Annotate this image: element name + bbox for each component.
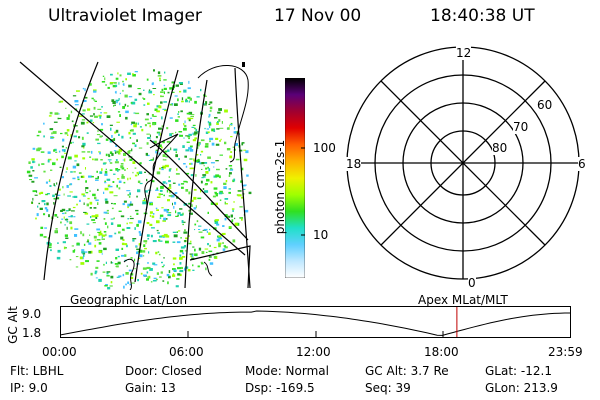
mlt-label-18: 18 bbox=[346, 157, 362, 171]
orbit-x-tick-2359: 23:59 bbox=[548, 345, 583, 359]
apex-coord-label: Apex MLat/MLT bbox=[418, 293, 508, 307]
orbit-x-tick-0600: 06:00 bbox=[169, 345, 204, 359]
info-door: Door: Closed bbox=[125, 364, 202, 378]
mlt-label-12: 12 bbox=[456, 46, 472, 60]
colorbar-tick-100: 100 bbox=[313, 141, 336, 155]
coast-mark bbox=[242, 62, 245, 67]
info-dsp: Dsp: -169.5 bbox=[245, 381, 315, 395]
mlt-label-0: 0 bbox=[468, 276, 476, 290]
info-filter: Flt: LBHL bbox=[10, 364, 64, 378]
info-ip: IP: 9.0 bbox=[10, 381, 48, 395]
orbit-x-tick-1200: 12:00 bbox=[296, 345, 331, 359]
geographic-grid-lines bbox=[19, 61, 251, 289]
mlt-label-6: 6 bbox=[578, 157, 586, 171]
orbit-y-tick-9: 9.0 bbox=[22, 307, 42, 321]
coastline-outline bbox=[123, 65, 249, 290]
info-seq: Seq: 39 bbox=[365, 381, 411, 395]
orbit-y-title: GC Alt bbox=[5, 306, 20, 344]
lat-label-80: 80 bbox=[492, 141, 508, 155]
noise-speckles bbox=[26, 69, 252, 290]
info-gc-alt: GC Alt: 3.7 Re bbox=[365, 364, 449, 378]
info-mode: Mode: Normal bbox=[245, 364, 329, 378]
colorbar-unit-label: photon cm-2s-1 bbox=[273, 139, 287, 235]
orbit-y-tick-1: 1.8 bbox=[22, 326, 42, 340]
lat-label-70: 70 bbox=[513, 120, 529, 134]
orbit-x-tick-1800: 18:00 bbox=[424, 345, 459, 359]
lat-label-60: 60 bbox=[537, 98, 553, 112]
info-gain: Gain: 13 bbox=[125, 381, 176, 395]
date-label: 17 Nov 00 bbox=[274, 6, 362, 26]
info-glat: GLat: -12.1 bbox=[485, 364, 552, 378]
orbit-altitude-plot bbox=[60, 306, 571, 338]
instrument-title: Ultraviolet Imager bbox=[48, 6, 202, 26]
orbit-x-tick-0000: 00:00 bbox=[42, 345, 77, 359]
colorbar-tick-10: 10 bbox=[313, 228, 329, 242]
auroral-image-panel bbox=[19, 61, 252, 290]
colorbar bbox=[285, 78, 305, 278]
projection-label: Geographic Lat/Lon bbox=[70, 293, 188, 307]
polar-mlt-plot bbox=[346, 46, 580, 280]
time-label: 18:40:38 UT bbox=[430, 6, 535, 26]
info-glon: GLon: 213.9 bbox=[485, 381, 558, 395]
